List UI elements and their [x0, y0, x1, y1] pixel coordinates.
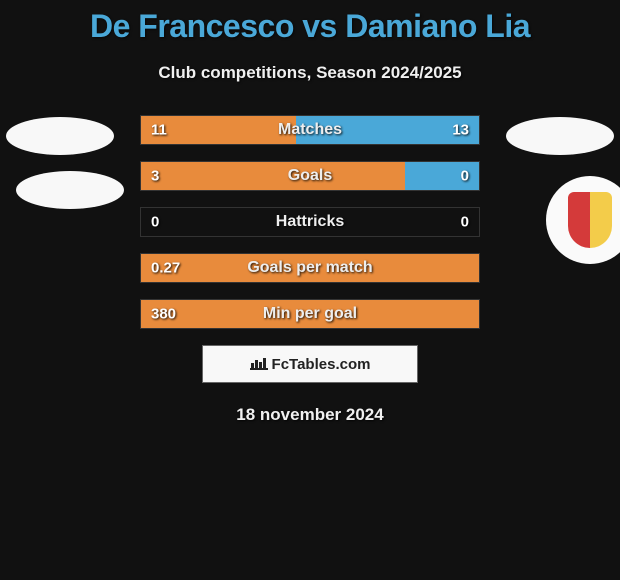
stat-label: Hattricks [276, 213, 344, 231]
stat-row: 3 Goals 0 [140, 161, 480, 191]
stat-value-left: 0 [151, 214, 159, 231]
stat-value-left: 3 [151, 168, 159, 185]
stat-value-left: 0.27 [151, 260, 180, 277]
stat-value-right: 0 [461, 168, 469, 185]
chart-icon [250, 356, 268, 373]
subtitle: Club competitions, Season 2024/2025 [0, 63, 620, 83]
stat-value-right: 13 [452, 122, 469, 139]
stat-bar-left [141, 162, 405, 190]
stat-label: Goals per match [247, 259, 372, 277]
stat-label: Matches [278, 121, 342, 139]
stat-label: Min per goal [263, 305, 357, 323]
page-title: De Francesco vs Damiano Lia [0, 0, 620, 45]
footer-attribution[interactable]: FcTables.com [202, 345, 418, 383]
player1-avatar-1 [6, 117, 114, 155]
stat-row: 11 Matches 13 [140, 115, 480, 145]
player1-avatar-2 [16, 171, 124, 209]
club-logo-shield [568, 192, 612, 248]
stat-value-right: 0 [461, 214, 469, 231]
stat-label: Goals [288, 167, 332, 185]
footer-site-name: FcTables.com [272, 356, 371, 373]
stat-value-left: 380 [151, 306, 176, 323]
player2-avatar [506, 117, 614, 155]
stat-row: 0.27 Goals per match [140, 253, 480, 283]
stat-row: 380 Min per goal [140, 299, 480, 329]
stat-value-left: 11 [151, 122, 167, 139]
stat-row: 0 Hattricks 0 [140, 207, 480, 237]
date-label: 18 november 2024 [0, 405, 620, 425]
